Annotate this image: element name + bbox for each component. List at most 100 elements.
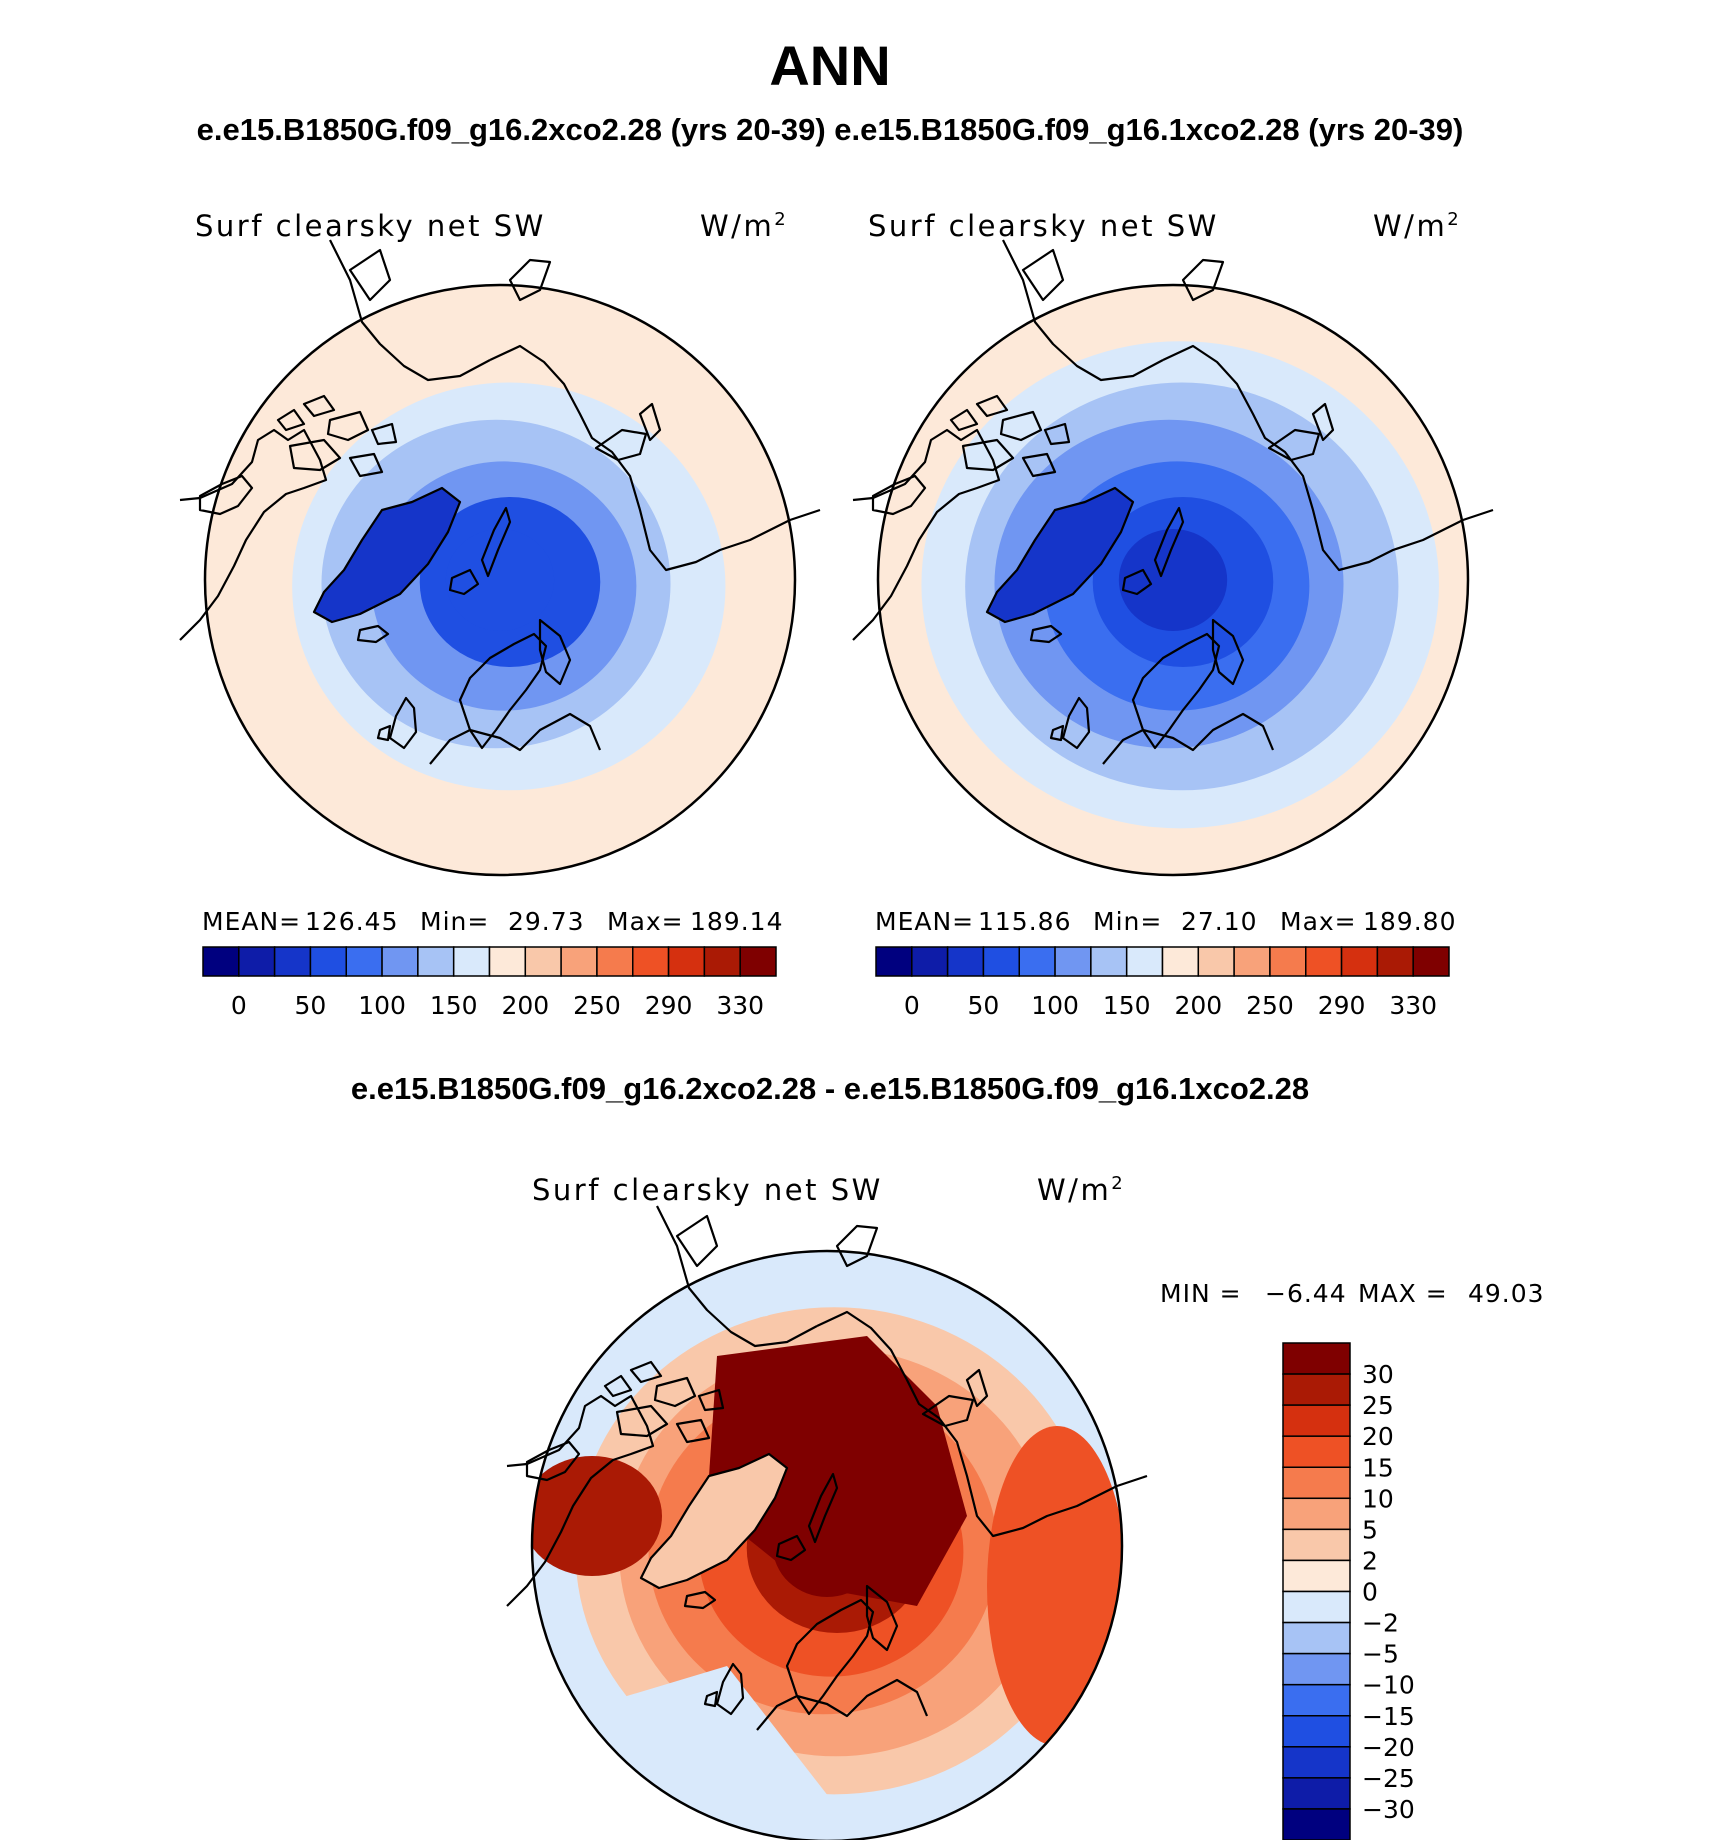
panel-case2-coast-taymyr xyxy=(1267,428,1321,462)
panel-difference-coast-europe xyxy=(756,1678,929,1731)
panel-case2-colorbar-box xyxy=(875,946,913,977)
panel-difference-coast-chukotka xyxy=(835,1224,879,1268)
panel-difference-colorbar-label: −25 xyxy=(1362,1764,1415,1793)
panel-difference-coast-scan2 xyxy=(865,1584,899,1652)
panel-difference-variable: Surf clearsky net SW xyxy=(532,1173,883,1207)
panel-case2-colorbar-box xyxy=(1161,946,1200,977)
panel-difference-coast-kamchatka xyxy=(675,1214,719,1268)
panel-difference-colorbar-label: 20 xyxy=(1362,1422,1394,1451)
panel-difference-colorbar-label: 5 xyxy=(1362,1515,1378,1544)
panel-case1-colorbar-box xyxy=(596,946,634,977)
panel-difference-stats: MIN = −6.44 MAX = 49.03 xyxy=(1160,1279,1545,1308)
panel-difference-colorbar-label: 2 xyxy=(1362,1546,1378,1575)
panel-case2-colorbar-box xyxy=(1090,946,1128,977)
panel-case1-colorbar-label: 0 xyxy=(231,991,247,1020)
panel-case1-colorbar-label: 50 xyxy=(295,991,327,1020)
panel-difference-colorbar-label: 0 xyxy=(1362,1578,1378,1607)
panel-difference-colorbar-box xyxy=(1282,1466,1351,1500)
panel-difference-colorbar-box xyxy=(1282,1652,1351,1686)
panel-case2-colorbar-label: 330 xyxy=(1389,991,1437,1020)
panel-case1-colorbar-box xyxy=(381,946,419,977)
panel-case1-coast-scandinavia xyxy=(458,632,548,750)
panel-difference-coast-uk xyxy=(703,1662,745,1716)
panel-case2-coast-greenland xyxy=(985,486,1135,624)
panel-case1-colorbar-label: 100 xyxy=(358,991,406,1020)
panel-case1-coast-novaya xyxy=(480,506,512,578)
panel-case2-colorbar-box xyxy=(1305,946,1343,977)
panel-difference: Surf clearsky net SW W/m2 MIN = −6.44 MA… xyxy=(506,1173,1545,1840)
panel-case2-coast-scandinavia xyxy=(1131,632,1221,750)
panel-case2-colorbar-box xyxy=(1269,946,1307,977)
panel-case1-min-label: Min= xyxy=(420,907,489,936)
panel-case1-colorbar-box xyxy=(488,946,527,977)
panel-case2-coast-hudson xyxy=(871,474,927,516)
panel-difference-field-anomaly-east xyxy=(987,1426,1122,1746)
panel-difference-greenland-field xyxy=(641,1454,787,1588)
panel-case1-colorbar-box xyxy=(202,946,240,977)
panel-difference-colorbar-box xyxy=(1282,1590,1351,1624)
panel-case2-colorbar-label: 50 xyxy=(968,991,1000,1020)
panel-case2-colorbar-label: 200 xyxy=(1174,991,1222,1020)
panel-case2-coast-kamchatka xyxy=(1021,248,1065,302)
panel-difference-coast-archipelago xyxy=(603,1360,725,1444)
panel-case1-coast-taymyr xyxy=(594,428,648,462)
panel-case2-mean-label: MEAN= xyxy=(875,907,974,936)
panel-case2-colorbar-label: 150 xyxy=(1103,991,1151,1020)
panel-case1-coast-siberia xyxy=(489,344,821,572)
panel-difference-coast-sakhalin xyxy=(965,1368,989,1408)
panel-case2-coast-scan2 xyxy=(1211,618,1245,686)
panel-difference-coast-svalbard xyxy=(775,1534,807,1562)
panel-difference-colorbar-box xyxy=(1282,1404,1351,1437)
panel-case2-colorbar-box xyxy=(1340,946,1379,977)
panel-case1-min-value: 29.73 xyxy=(508,907,585,936)
panel-difference-colorbar-label: 10 xyxy=(1362,1484,1394,1513)
panel-case1-map-border xyxy=(203,283,797,877)
panel-difference-map-border xyxy=(530,1249,1124,1840)
panel-case1-colorbar-box xyxy=(273,946,312,977)
panel-case1-units: W/m2 xyxy=(700,209,788,243)
panel-case1-variable: Surf clearsky net SW xyxy=(195,209,546,243)
panel-case1-colorbar-label: 200 xyxy=(501,991,549,1020)
panel-case2-colorbar-box xyxy=(982,946,1020,977)
panel-difference-units-exponent: 2 xyxy=(1111,1173,1125,1194)
panel-case1-coast-iceland xyxy=(356,624,390,644)
panel-difference-coast-greenland xyxy=(639,1452,789,1590)
panel-case2-coast-europe xyxy=(1102,712,1275,765)
panel-difference-max-value: 49.03 xyxy=(1468,1279,1545,1308)
panel-difference-colorbar-box xyxy=(1282,1342,1351,1375)
panel-case2-units: W/m2 xyxy=(1373,209,1461,243)
panel-case2-coast-novaya xyxy=(1153,506,1185,578)
panel-case1-coast-sakhalin xyxy=(638,402,662,442)
panel-difference-colorbar-box xyxy=(1282,1559,1351,1593)
panel-case1-coast-europe xyxy=(429,712,602,765)
panel-case1-coast-kamchatka xyxy=(348,248,392,302)
panel-difference-coast-alaska xyxy=(656,1205,818,1348)
panel-difference-colorbar-label: −2 xyxy=(1362,1609,1399,1638)
panel-difference-min-value: −6.44 xyxy=(1265,1279,1347,1308)
panel-case2-coast-svalbard xyxy=(1121,568,1153,596)
panel-case2-coast-canada xyxy=(852,428,1001,641)
panel-difference-min-label: MIN = xyxy=(1160,1279,1242,1308)
panel-case1-coast-scan2 xyxy=(538,618,572,686)
panel-case2-colorbar-box xyxy=(1125,946,1164,977)
panel-case2-coast-uk xyxy=(1049,696,1091,750)
panel-difference-colorbar-box xyxy=(1282,1528,1351,1562)
panel-difference-colorbar-label: −15 xyxy=(1362,1702,1415,1731)
panel-case2-map-border xyxy=(876,283,1470,877)
panel-case1-colorbar-box xyxy=(345,946,383,977)
panel-difference-coast-taymyr xyxy=(921,1394,975,1428)
panel-case2-colorbar-label: 100 xyxy=(1031,991,1079,1020)
panel-case1-coast-svalbard xyxy=(448,568,480,596)
panel-case1-coast-hudson xyxy=(198,474,254,516)
panel-case1-colorbar-label: 150 xyxy=(430,991,478,1020)
panel-difference-colorbar-box xyxy=(1282,1373,1351,1406)
panel-difference-coast-siberia xyxy=(816,1310,1148,1538)
panel-difference-colorbar-label: −30 xyxy=(1362,1795,1415,1824)
panel-case1-colorbar-box xyxy=(309,946,347,977)
panel-difference-colorbar-label: 25 xyxy=(1362,1391,1394,1420)
panel-difference-colorbar-label: 15 xyxy=(1362,1453,1394,1482)
panel-case1-coast-alaska xyxy=(329,239,491,382)
panel-difference-colorbar-box xyxy=(1282,1746,1351,1779)
panel-case1-max-value: 189.14 xyxy=(690,907,783,936)
